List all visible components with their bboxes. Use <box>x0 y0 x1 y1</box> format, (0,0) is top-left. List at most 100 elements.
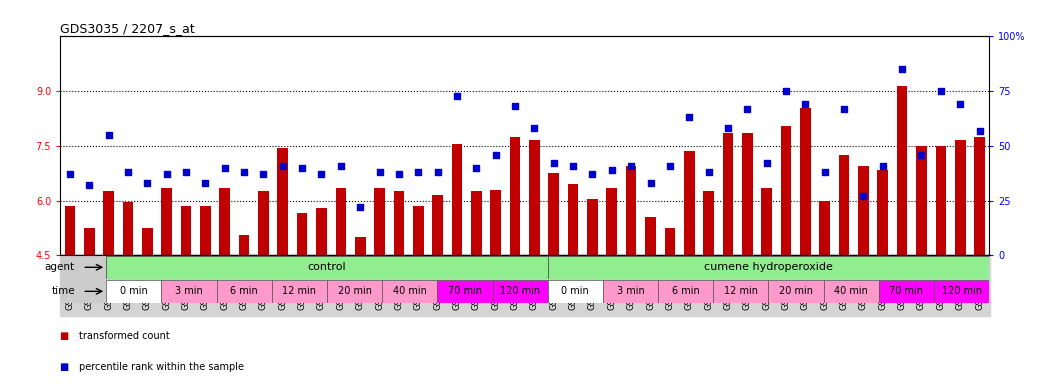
Text: 20 min: 20 min <box>337 286 372 296</box>
Bar <box>548 280 603 303</box>
Text: 0 min: 0 min <box>562 286 590 296</box>
Point <box>894 66 910 72</box>
Bar <box>142 228 153 255</box>
Bar <box>297 213 307 255</box>
Bar <box>84 228 94 255</box>
Point <box>603 167 620 173</box>
Text: control: control <box>307 262 347 272</box>
Bar <box>684 151 694 255</box>
Point <box>410 169 427 175</box>
Bar <box>413 206 424 255</box>
Text: 40 min: 40 min <box>835 286 868 296</box>
Bar <box>768 280 823 303</box>
Bar <box>704 192 714 255</box>
Bar <box>393 192 404 255</box>
Point <box>101 132 117 138</box>
Text: 12 min: 12 min <box>723 286 758 296</box>
Bar <box>452 144 462 255</box>
Point <box>61 171 78 177</box>
Bar <box>800 108 811 255</box>
Point <box>565 162 581 169</box>
Bar <box>646 217 656 255</box>
Text: percentile rank within the sample: percentile rank within the sample <box>79 362 244 372</box>
Bar <box>975 137 985 255</box>
Bar <box>382 280 437 303</box>
Bar <box>375 188 385 255</box>
Bar <box>823 280 879 303</box>
Bar <box>181 206 191 255</box>
Point <box>430 169 446 175</box>
Text: 12 min: 12 min <box>282 286 317 296</box>
Bar <box>510 137 520 255</box>
Bar <box>548 173 559 255</box>
Point <box>236 169 252 175</box>
Text: 3 min: 3 min <box>175 286 202 296</box>
Bar <box>161 280 217 303</box>
Text: GDS3035 / 2207_s_at: GDS3035 / 2207_s_at <box>60 22 195 35</box>
Bar <box>64 206 75 255</box>
Point <box>701 169 717 175</box>
Text: 0 min: 0 min <box>120 286 147 296</box>
Text: ■: ■ <box>60 331 73 341</box>
Text: 6 min: 6 min <box>672 286 700 296</box>
Text: transformed count: transformed count <box>79 331 169 341</box>
Bar <box>626 166 636 255</box>
Bar <box>955 141 965 255</box>
Point <box>952 101 968 108</box>
Point <box>274 162 291 169</box>
Text: time: time <box>51 286 75 296</box>
Bar <box>879 280 934 303</box>
Bar <box>217 280 272 303</box>
Point <box>177 169 194 175</box>
Point <box>759 160 775 166</box>
Point <box>352 204 368 210</box>
Bar <box>606 188 618 255</box>
Bar <box>548 256 989 279</box>
Bar <box>471 192 482 255</box>
Point <box>836 106 852 112</box>
Bar <box>355 237 365 255</box>
Point <box>159 171 175 177</box>
Point <box>719 125 736 131</box>
Text: 70 min: 70 min <box>890 286 924 296</box>
Bar <box>761 188 772 255</box>
Bar <box>897 86 907 255</box>
Bar <box>106 256 548 279</box>
Point <box>197 180 214 186</box>
Point <box>294 165 310 171</box>
Bar <box>588 199 598 255</box>
Point <box>119 169 136 175</box>
Bar <box>490 190 501 255</box>
Point <box>681 114 698 121</box>
Point <box>739 106 756 112</box>
Text: agent: agent <box>45 262 75 272</box>
Text: 120 min: 120 min <box>941 286 982 296</box>
Point <box>448 93 465 99</box>
Bar <box>603 280 658 303</box>
Bar <box>839 155 849 255</box>
Text: 40 min: 40 min <box>392 286 427 296</box>
Point <box>390 171 407 177</box>
Bar <box>437 280 492 303</box>
Text: cumene hydroperoxide: cumene hydroperoxide <box>704 262 832 272</box>
Bar <box>713 280 768 303</box>
Bar <box>219 188 230 255</box>
Bar <box>722 133 733 255</box>
Text: 6 min: 6 min <box>230 286 258 296</box>
Bar <box>432 195 443 255</box>
Bar <box>568 184 578 255</box>
Point <box>545 160 562 166</box>
Bar <box>781 126 791 255</box>
Point <box>332 162 349 169</box>
Point <box>255 171 272 177</box>
Point <box>913 152 930 158</box>
Bar <box>272 280 327 303</box>
Bar <box>161 188 172 255</box>
Point <box>643 180 659 186</box>
Point <box>81 182 98 188</box>
Point <box>623 162 639 169</box>
Bar <box>335 188 346 255</box>
Bar <box>742 133 753 255</box>
Bar <box>529 141 540 255</box>
Bar <box>122 202 133 255</box>
